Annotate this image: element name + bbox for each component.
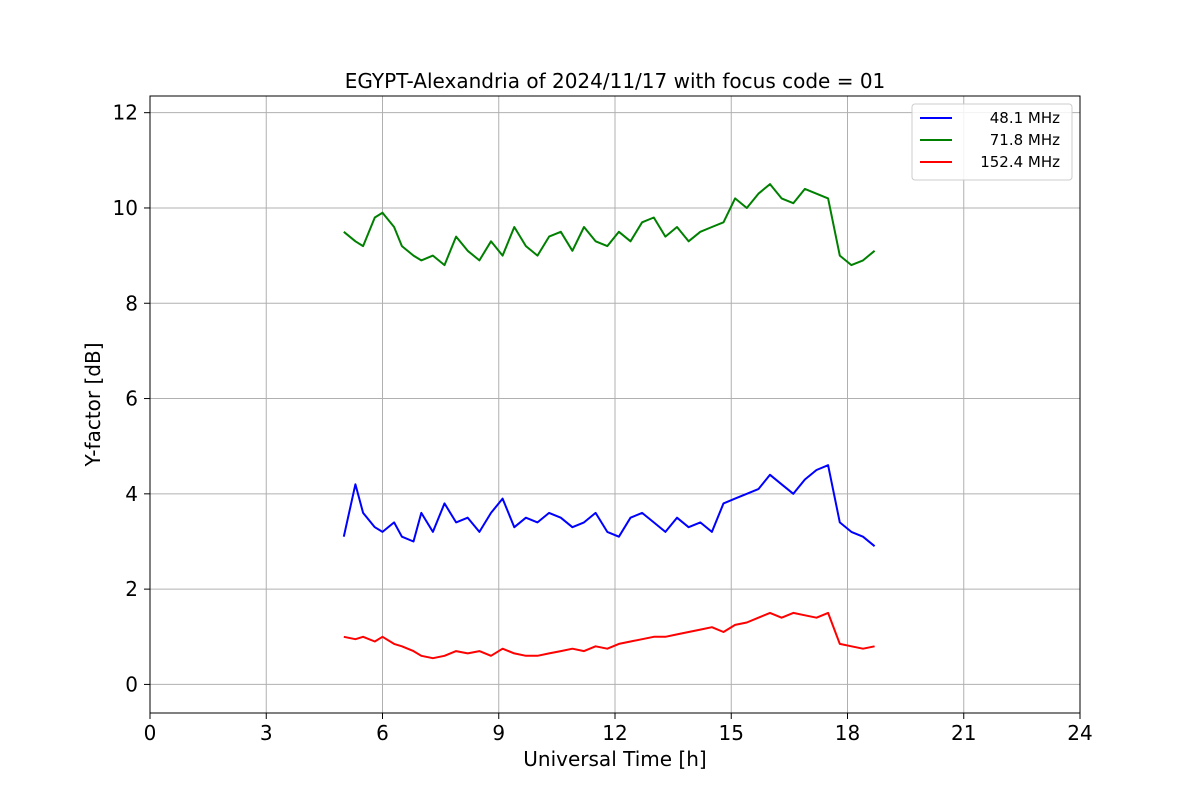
chart-title: EGYPT-Alexandria of 2024/11/17 with focu… [345,69,886,93]
y-tick-label: 2 [125,577,138,601]
y-tick-label: 8 [125,291,138,315]
x-axis-label: Universal Time [h] [523,747,706,771]
series-line-2 [343,183,876,267]
series-lines [342,183,876,660]
legend-label: 71.8 MHz [990,131,1060,149]
series-line-1 [342,464,876,547]
x-tick-label: 24 [1067,721,1092,745]
x-tick-label: 6 [376,721,389,745]
x-tick-label: 9 [492,721,505,745]
y-tick-label: 12 [113,101,138,125]
x-tick-label: 0 [144,721,157,745]
y-axis-label: Y-factor [dB] [81,342,105,467]
x-tick-label: 18 [835,721,860,745]
legend: 48.1 MHz 71.8 MHz 152.4 MHz [911,103,1073,181]
x-tick-label: 3 [260,721,273,745]
y-tick-label: 10 [113,196,138,220]
x-tick-label: 21 [951,721,976,745]
x-tick-label: 12 [602,721,627,745]
legend-label: 152.4 MHz [980,153,1060,171]
x-tick-label: 15 [719,721,744,745]
legend-label: 48.1 MHz [990,109,1060,127]
y-tick-label: 4 [125,482,138,506]
series-line-3 [343,611,875,660]
y-tick-label: 0 [125,672,138,696]
y-tick-label: 6 [125,387,138,411]
